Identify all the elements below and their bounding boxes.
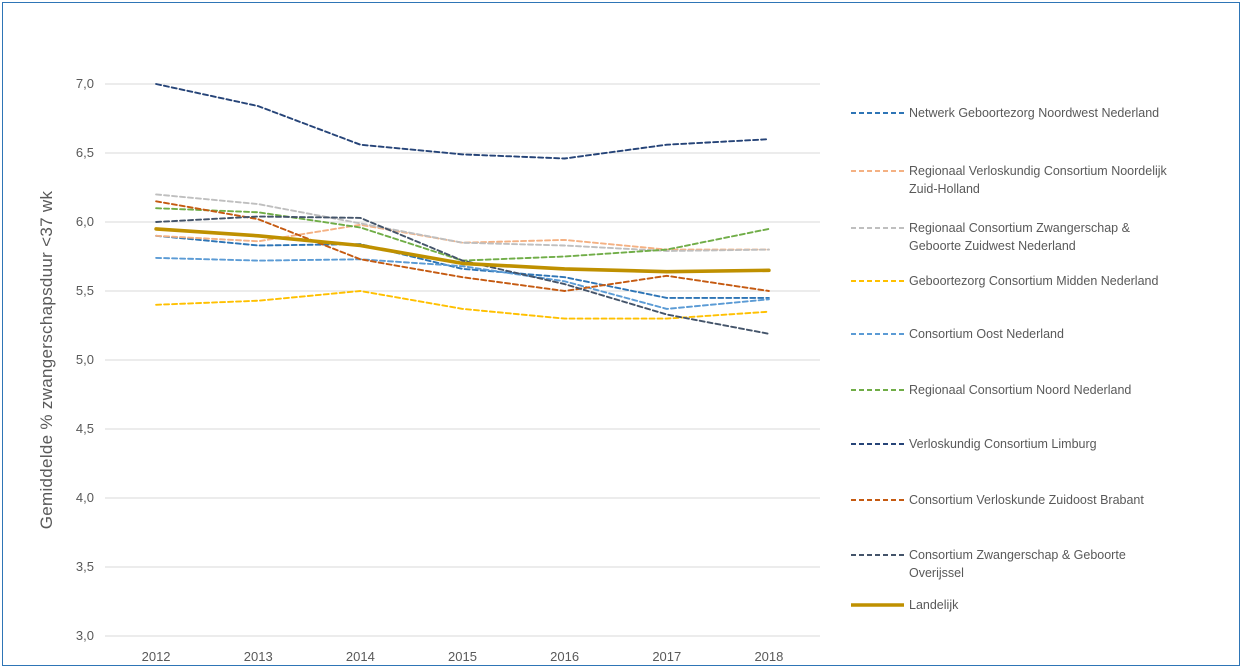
legend-label: Consortium Verloskunde Zuidoost Brabant — [909, 493, 1144, 507]
y-tick-label: 4,5 — [76, 421, 94, 436]
y-tick-label: 4,0 — [76, 490, 94, 505]
legend-label: Geboortezorg Consortium Midden Nederland — [909, 274, 1158, 288]
series-line-7 — [155, 83, 770, 160]
legend-label: Zuid-Holland — [909, 182, 980, 196]
y-tick-label: 5,5 — [76, 283, 94, 298]
x-tick-label: 2017 — [652, 649, 681, 664]
y-tick-label: 7,0 — [76, 76, 94, 91]
x-tick-label: 2012 — [142, 649, 171, 664]
x-axis-ticks: 2012 2013 2014 2015 2016 2017 2018 — [142, 649, 784, 664]
legend-label: Consortium Zwangerschap & Geboorte — [909, 548, 1126, 562]
y-tick-label: 6,0 — [76, 214, 94, 229]
series-line-10 — [154, 227, 771, 274]
x-tick-label: 2016 — [550, 649, 579, 664]
x-tick-label: 2014 — [346, 649, 375, 664]
y-axis-label: Gemiddelde % zwangerschapsduur <37 wk — [37, 191, 56, 530]
series-line-9 — [155, 215, 770, 335]
series-line-3 — [155, 193, 770, 252]
y-tick-label: 5,0 — [76, 352, 94, 367]
series-lines — [154, 83, 771, 335]
x-tick-label: 2015 — [448, 649, 477, 664]
legend-label: Regionaal Verloskundig Consortium Noorde… — [909, 164, 1168, 178]
series-line-1 — [155, 234, 770, 299]
legend-label: Landelijk — [909, 598, 959, 612]
legend-label: Regionaal Consortium Noord Nederland — [909, 383, 1131, 397]
gridlines — [105, 83, 820, 637]
y-tick-label: 6,5 — [76, 145, 94, 160]
x-tick-label: 2018 — [754, 649, 783, 664]
legend-label: Regionaal Consortium Zwangerschap & — [909, 221, 1131, 235]
series-line-2 — [155, 223, 770, 251]
legend: Netwerk Geboortezorg Noordwest Nederland… — [851, 106, 1168, 612]
legend-label: Consortium Oost Nederland — [909, 327, 1064, 341]
x-tick-label: 2013 — [244, 649, 273, 664]
legend-label: Overijssel — [909, 566, 964, 580]
y-tick-label: 3,5 — [76, 559, 94, 574]
series-line-4 — [155, 290, 770, 320]
series-line-8 — [155, 200, 770, 292]
legend-label: Geboorte Zuidwest Nederland — [909, 239, 1076, 253]
legend-label: Netwerk Geboortezorg Noordwest Nederland — [909, 106, 1159, 120]
legend-label: Verloskundig Consortium Limburg — [909, 437, 1097, 451]
series-line-5 — [155, 256, 770, 310]
y-tick-label: 3,0 — [76, 628, 94, 643]
y-axis-ticks: 3,0 3,5 4,0 4,5 5,0 5,5 6,0 6,5 7,0 — [76, 76, 94, 643]
